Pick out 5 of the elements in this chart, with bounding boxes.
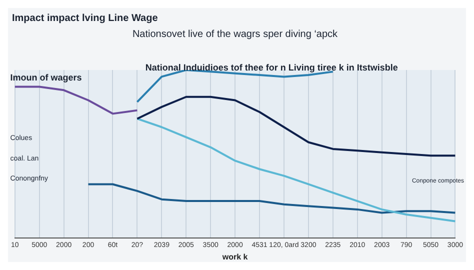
annotation: National Induidioes tof thee for n Living tiree k in Itstwisble xyxy=(145,62,398,72)
x-axis-title: work k xyxy=(221,252,248,262)
chart-title: Impact impact lving Line Wage xyxy=(12,12,158,24)
annotation: Imoun of wagers xyxy=(10,72,82,83)
chart-subtitle: Nationsovet live of the wagrs sper diving ‘apck xyxy=(132,28,339,40)
